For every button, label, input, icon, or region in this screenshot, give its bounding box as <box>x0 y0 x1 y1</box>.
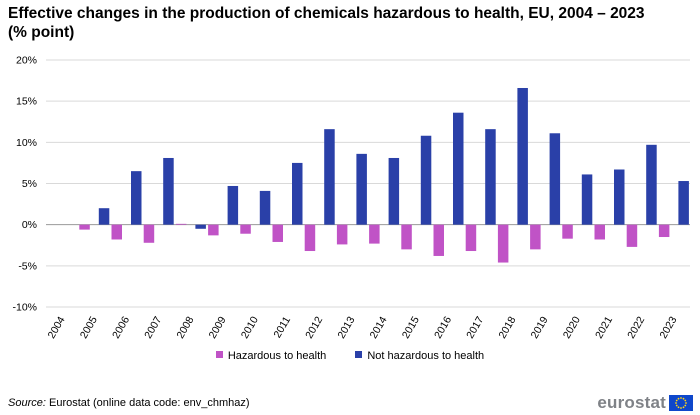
bar-hazardous <box>401 224 412 250</box>
x-tick-label: 2019 <box>529 314 551 340</box>
y-tick-label: 15% <box>16 96 37 108</box>
bar-hazardous <box>530 224 541 250</box>
source-label: Source: <box>8 397 46 409</box>
bar-hazardous <box>79 224 90 230</box>
bar-hazardous <box>175 223 187 225</box>
x-tick-label: 2021 <box>593 314 615 340</box>
bar-hazardous <box>497 224 509 263</box>
x-tick-label: 2007 <box>142 314 164 340</box>
bar-not-hazardous <box>517 87 528 225</box>
x-tick-label: 2008 <box>174 314 196 340</box>
bar-not-hazardous <box>420 135 432 225</box>
bar-not-hazardous <box>98 208 110 225</box>
y-tick-label: 5% <box>22 178 37 190</box>
legend-item-not-hazardous[interactable]: Not hazardous to health <box>355 350 484 362</box>
bar-hazardous <box>336 224 348 245</box>
bar-hazardous <box>208 224 219 236</box>
x-tick-label: 2011 <box>271 314 293 340</box>
logo-text: eurostat <box>597 393 666 412</box>
source-text: Eurostat (online data code: env_chmhaz) <box>48 397 250 409</box>
x-tick-label: 2015 <box>400 314 422 340</box>
bar-not-hazardous <box>581 174 593 225</box>
x-tick-label: 2016 <box>432 314 454 340</box>
x-tick-label: 2020 <box>561 314 583 340</box>
bar-not-hazardous <box>356 153 367 225</box>
bar-not-hazardous <box>259 190 271 225</box>
bar-hazardous <box>111 224 122 240</box>
eu-flag-icon <box>669 395 693 411</box>
x-tick-label: 2023 <box>657 314 679 340</box>
y-tick-label: 0% <box>22 219 37 231</box>
bar-not-hazardous <box>453 112 464 225</box>
chart-title: Effective changes in the production of c… <box>8 5 645 41</box>
x-tick-label: 2006 <box>110 314 132 340</box>
bar-hazardous <box>240 224 251 234</box>
bar-not-hazardous <box>614 169 625 225</box>
bar-hazardous <box>594 224 605 240</box>
legend-swatch-hazardous <box>215 351 223 358</box>
y-tick-label: -5% <box>18 260 37 272</box>
legend-label-hazardous: Hazardous to health <box>227 350 327 362</box>
legend-label-not-hazardous: Not hazardous to health <box>367 350 485 362</box>
x-tick-label: 2014 <box>368 314 390 340</box>
y-tick-label: 10% <box>16 137 37 149</box>
bar-hazardous <box>465 224 477 252</box>
bar-hazardous <box>272 224 283 242</box>
bar-hazardous <box>626 224 638 247</box>
y-tick-label: -10% <box>12 302 37 314</box>
x-tick-label: 2022 <box>625 314 647 340</box>
source-note: Source: Eurostat (online data code: env_… <box>8 397 250 409</box>
x-tick-label: 2010 <box>239 314 261 340</box>
x-tick-label: 2012 <box>303 314 325 340</box>
x-tick-label: 2005 <box>78 314 100 340</box>
legend-swatch-not-hazardous <box>355 351 363 358</box>
bar-not-hazardous <box>292 162 303 225</box>
bar-not-hazardous <box>388 157 400 225</box>
legend: Hazardous to health Not hazardous to hea… <box>0 350 700 362</box>
bar-chart: 20% 15% 10% 5% 0% -5% -10% 2004 2005 2006 2007 2008… <box>12 55 690 341</box>
x-tick-label: 2013 <box>335 314 357 340</box>
bar-hazardous <box>143 224 155 243</box>
x-tick-label: 2018 <box>496 314 518 340</box>
bar-hazardous <box>433 224 444 256</box>
eurostat-logo: eurostat <box>597 393 693 413</box>
bar-not-hazardous <box>195 224 206 229</box>
bar-not-hazardous <box>324 129 335 225</box>
bar-hazardous <box>658 224 670 238</box>
y-tick-label: 20% <box>16 55 37 67</box>
bar-not-hazardous <box>163 157 174 225</box>
x-tick-label: 2004 <box>46 314 68 340</box>
bar-not-hazardous <box>227 185 239 225</box>
x-tick-label: 2017 <box>464 314 486 340</box>
x-tick-label: 2009 <box>207 314 229 340</box>
bar-not-hazardous <box>549 133 561 225</box>
bar-hazardous <box>369 224 380 244</box>
bar-hazardous <box>304 224 316 252</box>
bar-not-hazardous <box>678 181 689 225</box>
bar-not-hazardous <box>485 129 496 225</box>
bar-hazardous <box>562 224 573 239</box>
bar-not-hazardous <box>646 144 657 225</box>
legend-item-hazardous[interactable]: Hazardous to health <box>215 350 327 362</box>
bar-not-hazardous <box>131 171 142 225</box>
